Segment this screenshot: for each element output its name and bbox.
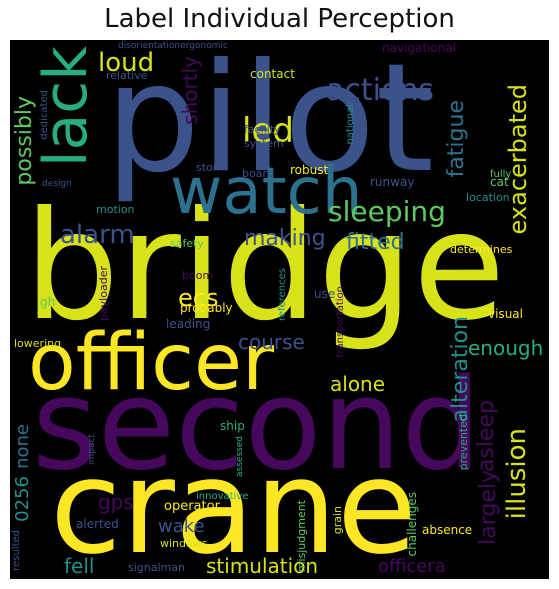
word-innovative: innovative bbox=[196, 491, 249, 502]
word-sleeping: sleeping bbox=[328, 195, 446, 228]
word-transportation: transportation bbox=[335, 286, 346, 358]
word-largely: largely bbox=[476, 470, 501, 545]
word-national: national bbox=[345, 104, 356, 145]
word-alerted: alerted bbox=[76, 517, 119, 531]
word-ecs: ecs bbox=[178, 284, 219, 312]
word-exacerbated: exacerbated bbox=[504, 84, 532, 235]
word-asleep: asleep bbox=[474, 400, 499, 473]
word-led: led bbox=[242, 111, 294, 151]
word-storm: storm bbox=[196, 161, 228, 174]
word-alteration: alteration bbox=[448, 316, 473, 423]
word-second: second bbox=[32, 351, 482, 498]
word-safety: safety bbox=[170, 237, 204, 250]
word-gps: gps bbox=[98, 490, 134, 514]
word-alone: alone bbox=[330, 372, 386, 396]
word-stimulation: stimulation bbox=[206, 554, 319, 578]
word-ship: ship bbox=[220, 419, 245, 433]
word-resulted: resulted bbox=[11, 530, 22, 571]
word-determines: determines bbox=[450, 243, 513, 256]
word-signalman: signalman bbox=[128, 561, 185, 574]
word-alarm: alarm bbox=[60, 220, 135, 250]
word-design: design bbox=[42, 179, 72, 189]
word-loud: loud bbox=[98, 48, 155, 78]
word-course: course bbox=[238, 330, 305, 354]
word-probably: probably bbox=[180, 301, 233, 315]
word-crane: crane bbox=[50, 431, 417, 579]
word-disorientationergonomic: disorientationergonomic bbox=[118, 41, 228, 51]
word-illusion: illusion bbox=[502, 428, 532, 520]
word-cat: cat bbox=[490, 175, 509, 189]
word-actions: actions bbox=[326, 73, 434, 108]
word-misjudgment: misjudgment bbox=[295, 500, 308, 573]
word-operator: operator bbox=[164, 499, 220, 514]
word-fell: fell bbox=[64, 554, 95, 578]
word-relative: relative bbox=[106, 69, 148, 82]
word-gh: gh bbox=[40, 295, 56, 309]
word-shortly: shortly bbox=[178, 56, 202, 125]
word-assessed: assessed bbox=[235, 436, 245, 478]
word-fully: fully bbox=[490, 169, 512, 180]
word-none: none bbox=[12, 424, 33, 469]
word-boom: boom bbox=[182, 269, 214, 282]
word-officera: officera bbox=[378, 556, 446, 577]
word-wake: wake bbox=[158, 516, 205, 537]
word-dedicated: dedicated bbox=[39, 90, 50, 140]
word-board: board bbox=[242, 167, 274, 180]
word-challenges: challenges bbox=[405, 492, 419, 557]
word-runway: runway bbox=[370, 175, 415, 189]
word-impact: impact bbox=[87, 434, 97, 465]
word-location: location bbox=[466, 191, 510, 204]
word-facility: facility bbox=[244, 123, 281, 136]
word-0256: 0256 bbox=[12, 476, 33, 522]
word-system: system bbox=[244, 137, 284, 150]
word-motion: motion bbox=[96, 203, 135, 216]
word-robust: robust bbox=[290, 163, 329, 177]
word-payloader: payloader bbox=[97, 266, 110, 322]
word-possibly: possibly bbox=[12, 96, 37, 186]
word-lowering: lowering bbox=[14, 337, 62, 350]
word-pilot: pilot bbox=[105, 40, 435, 206]
word-officer: officer bbox=[28, 318, 275, 408]
word-references: references bbox=[277, 268, 288, 321]
word-leading: leading bbox=[166, 317, 211, 331]
word-bridge: bridge bbox=[24, 180, 506, 354]
word-cloud: pilot bridge second crane officer watch … bbox=[10, 40, 549, 579]
word-use: use bbox=[314, 287, 336, 301]
word-fatigue: fatigue bbox=[444, 100, 469, 178]
word-windows: windows bbox=[160, 537, 208, 550]
chart-title: Label Individual Perception bbox=[104, 4, 455, 34]
word-navigational: navigational bbox=[382, 41, 457, 55]
word-making: making bbox=[244, 226, 326, 251]
word-visual: visual bbox=[488, 307, 523, 321]
word-prevented: prevented bbox=[457, 414, 470, 471]
word-grain: grain bbox=[331, 506, 344, 535]
word-absence: absence bbox=[422, 523, 473, 537]
word-fitted: fitted bbox=[346, 230, 405, 255]
word-contact: contact bbox=[250, 67, 295, 81]
word-watch: watch bbox=[170, 155, 363, 229]
word-enough: enough bbox=[468, 336, 544, 360]
